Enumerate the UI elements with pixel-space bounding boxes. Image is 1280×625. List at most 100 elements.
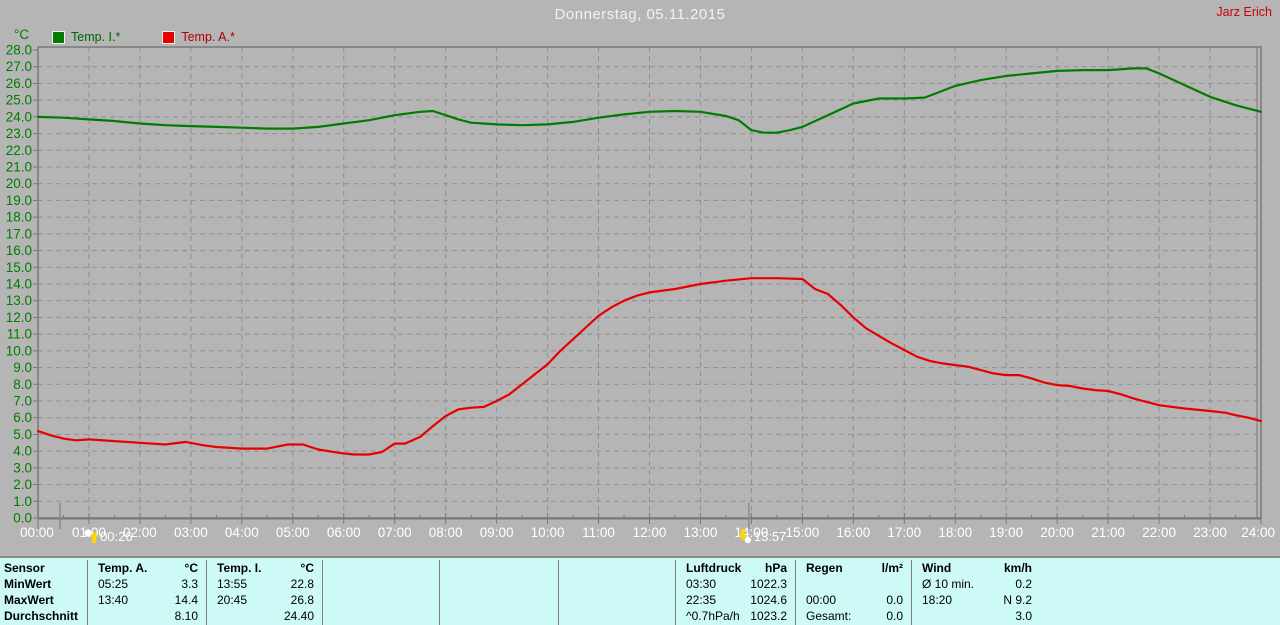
legend-label-temp-i: Temp. I.* bbox=[71, 30, 121, 44]
svg-text:03:00: 03:00 bbox=[174, 525, 208, 540]
svg-text:22:00: 22:00 bbox=[1142, 525, 1176, 540]
svg-text:00:26: 00:26 bbox=[100, 529, 133, 544]
svg-text:13:57: 13:57 bbox=[754, 529, 787, 544]
cell-time: Gesamt: bbox=[806, 609, 852, 623]
cell-value: N 9.2 bbox=[1003, 593, 1032, 607]
table-column-wind: Wind km/h Ø 10 min. 0.2 18:20 N 9.2 3.0 bbox=[912, 560, 1280, 625]
cell-value: 24.40 bbox=[283, 609, 314, 623]
table-column-empty-2 bbox=[440, 560, 559, 625]
svg-text:25.0: 25.0 bbox=[6, 93, 32, 108]
svg-text:23:00: 23:00 bbox=[1193, 525, 1227, 540]
column-header: Wind bbox=[922, 561, 952, 575]
cell-time: 20:45 bbox=[217, 593, 248, 607]
cell-time: 13:55 bbox=[217, 577, 248, 591]
column-header: Temp. I. bbox=[217, 561, 262, 575]
cell-time: 00:00 bbox=[806, 593, 837, 607]
temp-a-line bbox=[36, 277, 1263, 456]
svg-text:16:00: 16:00 bbox=[836, 525, 870, 540]
svg-text:19:00: 19:00 bbox=[989, 525, 1023, 540]
table-column-regen: Regen l/m² 00:00 0.0 Gesamt: 0.0 bbox=[796, 560, 912, 625]
cell-value: 8.10 bbox=[174, 609, 198, 623]
svg-text:17.0: 17.0 bbox=[6, 226, 32, 241]
time-marker-1357: 13:57 bbox=[738, 503, 786, 544]
svg-text:20.0: 20.0 bbox=[6, 176, 32, 191]
svg-text:04:00: 04:00 bbox=[225, 525, 259, 540]
column-unit: °C bbox=[300, 561, 314, 575]
svg-text:22.0: 22.0 bbox=[6, 143, 32, 158]
svg-text:18:00: 18:00 bbox=[938, 525, 972, 540]
cell-value: 1023.2 bbox=[750, 609, 787, 623]
row-header: Sensor bbox=[4, 561, 45, 575]
svg-text:14.0: 14.0 bbox=[6, 277, 32, 292]
cell-value: 0.0 bbox=[886, 593, 903, 607]
rise-icon bbox=[84, 529, 99, 543]
row-header: MaxWert bbox=[4, 593, 54, 607]
legend-label-temp-a: Temp. A.* bbox=[181, 30, 235, 44]
svg-text:21:00: 21:00 bbox=[1091, 525, 1125, 540]
cell-time: 13:40 bbox=[98, 593, 129, 607]
svg-text:13:00: 13:00 bbox=[684, 525, 718, 540]
temp-i-swatch-icon bbox=[52, 30, 65, 44]
table-column-luftdruck: Luftdruck hPa 03:30 1022.3 22:35 1024.6 ^0.7hP… bbox=[676, 560, 796, 625]
cell-value: 1024.6 bbox=[750, 593, 787, 607]
row-header: Durchschnitt bbox=[4, 609, 79, 623]
y-axis-unit-label: °C bbox=[14, 27, 30, 42]
watermark-author: Jarz Erich bbox=[1216, 5, 1272, 19]
gridlines bbox=[38, 47, 1261, 518]
svg-text:21.0: 21.0 bbox=[6, 160, 32, 175]
svg-text:11:00: 11:00 bbox=[582, 525, 615, 540]
cell-time: 22:35 bbox=[686, 593, 717, 607]
svg-text:3.0: 3.0 bbox=[13, 460, 32, 475]
svg-text:24.0: 24.0 bbox=[6, 109, 32, 124]
chart-legend: Temp. I.* Temp. A.* bbox=[52, 30, 235, 44]
cell-value: 1022.3 bbox=[750, 577, 787, 591]
cell-value: 22.8 bbox=[290, 577, 314, 591]
cell-time: 03:30 bbox=[686, 577, 717, 591]
legend-item-temp-i: Temp. I.* bbox=[52, 30, 120, 44]
svg-text:11.0: 11.0 bbox=[7, 327, 32, 342]
svg-text:6.0: 6.0 bbox=[13, 410, 32, 425]
svg-text:16.0: 16.0 bbox=[6, 243, 32, 258]
x-axis: 00:0001:0002:0003:0004:0005:0006:0007:00… bbox=[20, 505, 1275, 540]
y-axis: 0.0 1.0 2.0 3.04.0 5.0 6.07.0 8.0 9.0 10.011.0 12… bbox=[6, 43, 38, 526]
svg-text:8.0: 8.0 bbox=[13, 377, 32, 392]
temperature-chart: 0.0 1.0 2.0 3.04.0 5.0 6.07.0 8.0 9.0 10.011.0 12… bbox=[6, 43, 1275, 545]
table-column-temp-i: Temp. I. °C 13:55 22.8 20:45 26.8 24.40 bbox=[207, 560, 323, 625]
table-column-empty-3 bbox=[559, 560, 676, 625]
svg-text:7.0: 7.0 bbox=[13, 394, 32, 409]
row-header: MinWert bbox=[4, 577, 52, 591]
svg-text:0.0: 0.0 bbox=[13, 511, 32, 526]
table-column-sensor: Sensor MinWert MaxWert Durchschnitt bbox=[0, 560, 88, 625]
svg-text:18.0: 18.0 bbox=[6, 210, 32, 225]
svg-text:15.0: 15.0 bbox=[6, 260, 32, 275]
svg-text:28.0: 28.0 bbox=[6, 43, 32, 58]
time-marker-0026: 00:26 bbox=[59, 503, 133, 544]
set-icon bbox=[738, 529, 752, 544]
svg-text:4.0: 4.0 bbox=[13, 444, 32, 459]
statistics-table: Sensor MinWert MaxWert Durchschnitt Temp. A.… bbox=[0, 556, 1280, 625]
svg-text:20:00: 20:00 bbox=[1040, 525, 1074, 540]
svg-text:09:00: 09:00 bbox=[480, 525, 514, 540]
svg-text:12.0: 12.0 bbox=[6, 310, 32, 325]
column-header: Temp. A. bbox=[98, 561, 148, 575]
table-column-temp-a: Temp. A. °C 05:25 3.3 13:40 14.4 8.10 bbox=[88, 560, 207, 625]
temp-i-line bbox=[36, 67, 1263, 134]
svg-text:26.0: 26.0 bbox=[6, 76, 32, 91]
cell-value: 0.0 bbox=[886, 609, 903, 623]
svg-text:2.0: 2.0 bbox=[13, 477, 32, 492]
cell-time: 05:25 bbox=[98, 577, 129, 591]
column-unit: °C bbox=[184, 561, 198, 575]
svg-text:9.0: 9.0 bbox=[13, 360, 32, 375]
cell-value: 3.3 bbox=[181, 577, 198, 591]
svg-text:23.0: 23.0 bbox=[6, 126, 32, 141]
svg-text:1.0: 1.0 bbox=[13, 494, 32, 509]
column-unit: hPa bbox=[764, 561, 787, 575]
column-header: Regen bbox=[806, 561, 843, 575]
cell-value: 0.2 bbox=[1015, 577, 1032, 591]
svg-text:17:00: 17:00 bbox=[887, 525, 921, 540]
column-unit: km/h bbox=[1003, 561, 1032, 575]
column-header: Luftdruck bbox=[686, 561, 742, 575]
cell-time: 18:20 bbox=[922, 593, 953, 607]
svg-text:5.0: 5.0 bbox=[13, 427, 32, 442]
